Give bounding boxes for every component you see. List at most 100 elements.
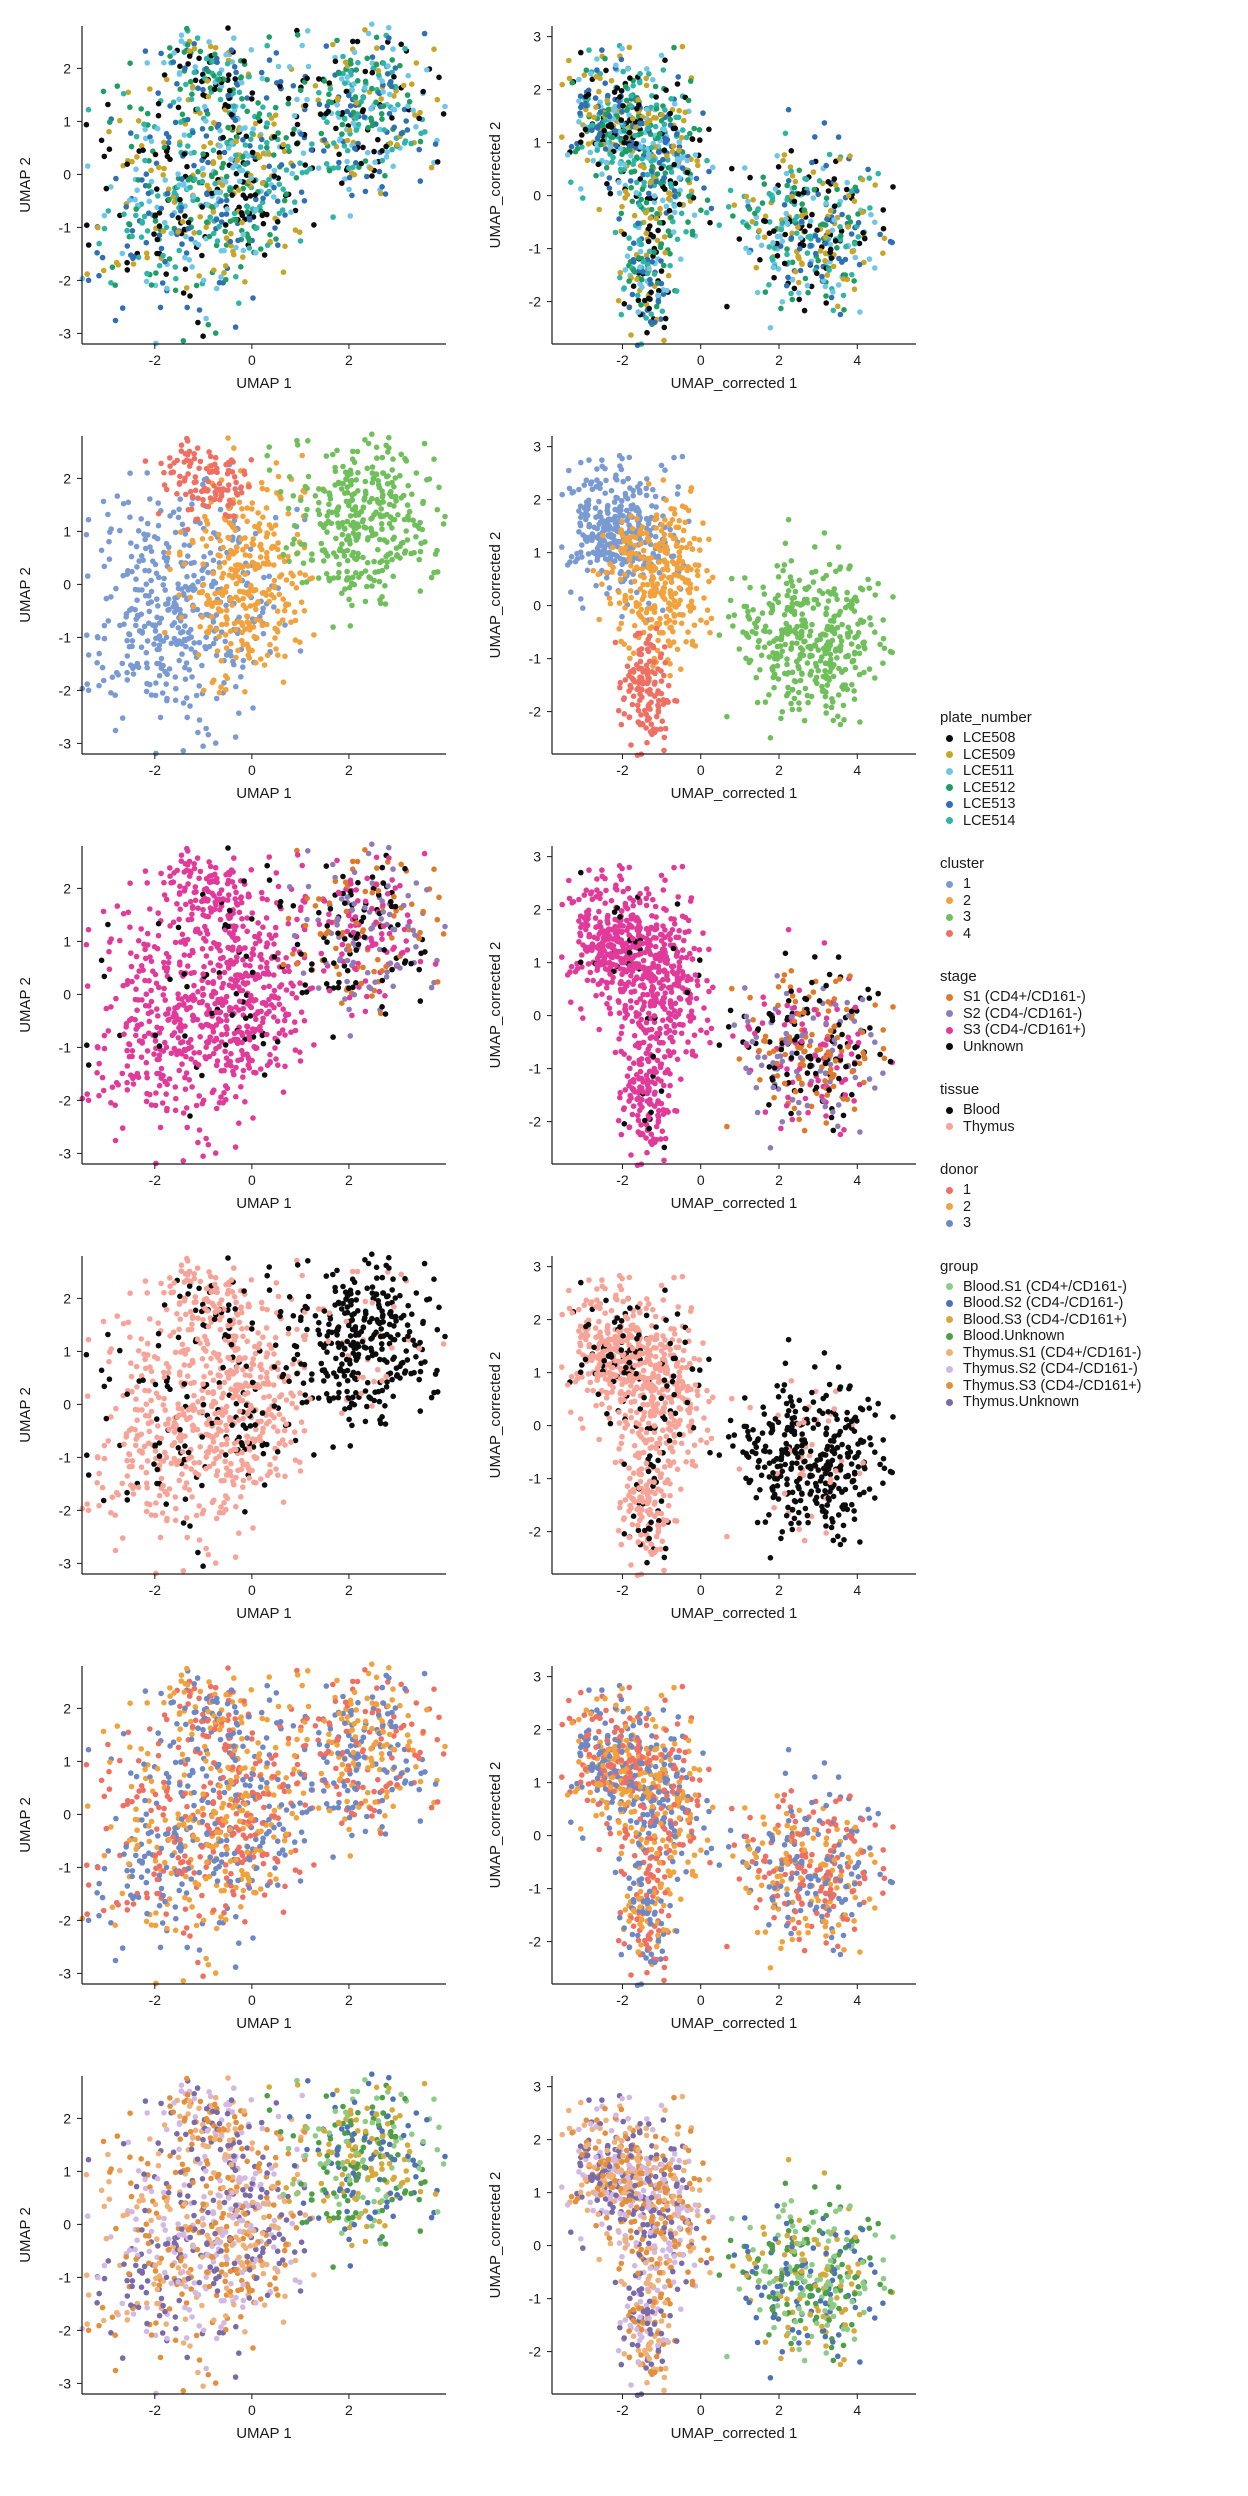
legend-swatch-icon xyxy=(946,801,953,808)
point-cloud xyxy=(80,2071,448,2396)
svg-text:0: 0 xyxy=(697,352,705,368)
legend-label: LCE508 xyxy=(963,731,1015,746)
x-axis-label: UMAP 1 xyxy=(236,1605,292,1622)
legend-cluster: cluster1234 xyxy=(940,856,1141,941)
legend-swatch-icon xyxy=(946,914,953,921)
legend-swatch-icon xyxy=(946,1203,953,1210)
svg-text:4: 4 xyxy=(853,352,861,368)
legend-swatch-icon xyxy=(946,735,953,742)
svg-text:-3: -3 xyxy=(59,735,72,751)
legend-item: Blood.S3 (CD4-/CD161+) xyxy=(940,1313,1141,1328)
legend-label: Thymus.S2 (CD4-/CD161-) xyxy=(963,1362,1138,1377)
x-axis-label: UMAP_corrected 1 xyxy=(671,785,798,802)
legend-label: Thymus.S1 (CD4+/CD161-) xyxy=(963,1346,1141,1361)
legend-label: 4 xyxy=(963,927,971,942)
legend-swatch-icon xyxy=(946,1220,953,1227)
scatter-panel: -2024-2-10123UMAP_corrected 1UMAP_correc… xyxy=(482,840,922,1220)
point-cloud xyxy=(80,1661,448,1986)
legend-item: Thymus.S1 (CD4+/CD161-) xyxy=(940,1346,1141,1361)
legend-item: LCE514 xyxy=(940,814,1141,829)
svg-text:3: 3 xyxy=(533,29,541,45)
panel-r4-c1: -202-3-2-1012UMAP 1UMAP 2 xyxy=(12,1250,452,1630)
y-axis-label: UMAP 2 xyxy=(17,1797,34,1853)
svg-text:0: 0 xyxy=(248,352,256,368)
scatter-panel: -2024-2-10123UMAP_corrected 1UMAP_correc… xyxy=(482,430,922,810)
svg-text:0: 0 xyxy=(248,762,256,778)
legend-title: plate_number xyxy=(940,710,1141,725)
legend-item: Blood.Unknown xyxy=(940,1329,1141,1344)
legend-swatch-icon xyxy=(946,1349,953,1356)
point-cloud xyxy=(559,453,896,758)
point-cloud xyxy=(80,841,448,1166)
panel-r6-c1: -202-3-2-1012UMAP 1UMAP 2 xyxy=(12,2070,452,2450)
legend-label: Blood.S2 (CD4-/CD161-) xyxy=(963,1296,1123,1311)
legend-item: Blood xyxy=(940,1103,1141,1118)
legend-swatch-icon xyxy=(946,1027,953,1034)
legend-item: 3 xyxy=(940,1216,1141,1231)
svg-text:2: 2 xyxy=(63,60,71,76)
legend-label: LCE511 xyxy=(963,764,1014,779)
svg-text:1: 1 xyxy=(63,523,71,539)
y-axis-label: UMAP_corrected 2 xyxy=(487,2172,504,2299)
svg-text:-3: -3 xyxy=(59,325,72,341)
scatter-panel: -2024-2-10123UMAP_corrected 1UMAP_correc… xyxy=(482,2070,922,2450)
panel-r1-c1: -202-3-2-1012UMAP 1UMAP 2 xyxy=(12,20,452,400)
legend-swatch-icon xyxy=(946,897,953,904)
scatter-panel: -2024-2-10123UMAP_corrected 1UMAP_correc… xyxy=(482,1660,922,2040)
legend-title: donor xyxy=(940,1162,1141,1177)
panel-r6-c2: -2024-2-10123UMAP_corrected 1UMAP_correc… xyxy=(482,2070,922,2450)
legend-item: 1 xyxy=(940,1183,1141,1198)
legend-label: 1 xyxy=(963,1183,971,1198)
y-axis-label: UMAP_corrected 2 xyxy=(487,532,504,659)
scatter-panel: -2024-2-10123UMAP_corrected 1UMAP_correc… xyxy=(482,1250,922,1630)
scatter-panel: -202-3-2-1012UMAP 1UMAP 2 xyxy=(12,1250,452,1630)
legend-swatch-icon xyxy=(946,881,953,888)
panel-r5-c2: -2024-2-10123UMAP_corrected 1UMAP_correc… xyxy=(482,1660,922,2040)
legend-swatch-icon xyxy=(946,784,953,791)
legend-title: cluster xyxy=(940,856,1141,871)
svg-text:-1: -1 xyxy=(529,241,542,257)
scatter-panel: -202-3-2-1012UMAP 1UMAP 2 xyxy=(12,1660,452,2040)
legend-label: 1 xyxy=(963,877,971,892)
legend-label: Blood.S1 (CD4+/CD161-) xyxy=(963,1280,1127,1295)
legend-swatch-icon xyxy=(946,930,953,937)
point-cloud xyxy=(559,43,896,348)
scatter-panel: -202-3-2-1012UMAP 1UMAP 2 xyxy=(12,430,452,810)
svg-text:0: 0 xyxy=(533,188,541,204)
svg-text:-2: -2 xyxy=(59,682,72,698)
legend-swatch-icon xyxy=(946,817,953,824)
legend-plate_number: plate_numberLCE508LCE509LCE511LCE512LCE5… xyxy=(940,710,1141,828)
legend-swatch-icon xyxy=(946,1333,953,1340)
legend-item: 3 xyxy=(940,910,1141,925)
svg-text:-1: -1 xyxy=(59,219,72,235)
legend-swatch-icon xyxy=(946,1043,953,1050)
x-axis-label: UMAP_corrected 1 xyxy=(671,1195,798,1212)
svg-text:-1: -1 xyxy=(59,629,72,645)
x-axis-label: UMAP 1 xyxy=(236,2015,292,2032)
y-axis-label: UMAP 2 xyxy=(17,2207,34,2263)
panel-r5-c1: -202-3-2-1012UMAP 1UMAP 2 xyxy=(12,1660,452,2040)
legend-stage: stageS1 (CD4+/CD161-)S2 (CD4-/CD161-)S3 … xyxy=(940,969,1141,1054)
legend-item: LCE512 xyxy=(940,781,1141,796)
legend-label: Blood.S3 (CD4-/CD161+) xyxy=(963,1313,1127,1328)
legend-item: 4 xyxy=(940,927,1141,942)
legend-item: Blood.S1 (CD4+/CD161-) xyxy=(940,1280,1141,1295)
y-axis-label: UMAP_corrected 2 xyxy=(487,942,504,1069)
legend-item: Unknown xyxy=(940,1040,1141,1055)
point-cloud xyxy=(80,21,448,346)
legend-label: Blood.Unknown xyxy=(963,1329,1065,1344)
svg-text:2: 2 xyxy=(345,352,353,368)
panel-r4-c2: -2024-2-10123UMAP_corrected 1UMAP_correc… xyxy=(482,1250,922,1630)
x-axis-label: UMAP 1 xyxy=(236,2425,292,2442)
svg-text:2: 2 xyxy=(345,762,353,778)
legend-swatch-icon xyxy=(946,751,953,758)
svg-text:2: 2 xyxy=(63,470,71,486)
x-axis-label: UMAP_corrected 1 xyxy=(671,2425,798,2442)
svg-text:-2: -2 xyxy=(616,352,629,368)
legend-label: Blood xyxy=(963,1103,1000,1118)
point-cloud xyxy=(559,1683,896,1988)
scatter-panel: -202-3-2-1012UMAP 1UMAP 2 xyxy=(12,2070,452,2450)
legend-column: plate_numberLCE508LCE509LCE511LCE512LCE5… xyxy=(940,710,1141,1438)
legend-title: tissue xyxy=(940,1082,1141,1097)
scatter-panel: -202-3-2-1012UMAP 1UMAP 2 xyxy=(12,840,452,1220)
